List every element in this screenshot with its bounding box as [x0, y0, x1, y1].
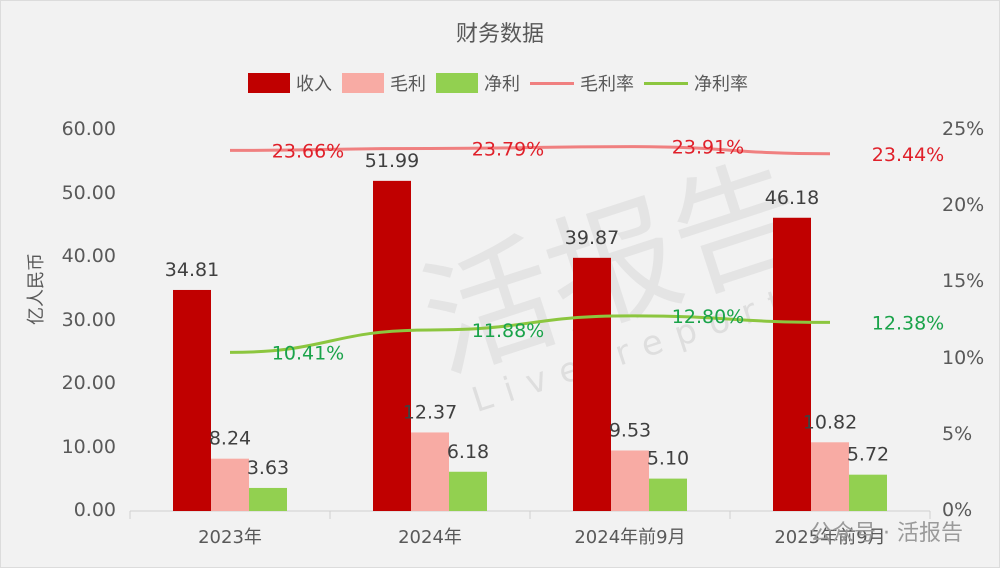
bar-value-label: 9.53 [609, 419, 651, 441]
bar-1-3 [811, 442, 849, 511]
bar-1-1 [411, 432, 449, 511]
bar-value-label: 5.10 [647, 448, 689, 470]
bar-value-label: 12.37 [403, 401, 457, 423]
y-tick-left: 50.00 [61, 181, 116, 204]
bar-2-0 [249, 487, 287, 511]
bar-value-label: 6.18 [447, 441, 489, 463]
bar-value-label: 39.87 [565, 227, 619, 249]
y-tick-left: 60.00 [61, 118, 116, 140]
bar-2-2 [649, 478, 687, 511]
bar-value-label: 51.99 [365, 150, 419, 172]
x-tick-label: 2024年 [398, 527, 462, 548]
bar-value-label: 46.18 [765, 187, 819, 209]
line-value-label: 23.44% [872, 144, 944, 166]
legend-swatch-net-profit [436, 73, 478, 93]
legend-item-net-margin: 净利率 [644, 70, 748, 96]
legend-swatch-gross-margin [530, 81, 574, 85]
y-tick-right: 5% [942, 422, 973, 445]
legend-item-revenue: 收入 [248, 70, 332, 96]
chart-title: 财务数据 [455, 22, 544, 47]
y-tick-right: 0% [942, 499, 973, 521]
legend-item-gross-margin: 毛利率 [530, 70, 634, 96]
bar-value-label: 10.82 [803, 411, 857, 433]
legend-label: 净利 [484, 74, 520, 95]
y-tick-right: 25% [942, 118, 985, 140]
bar-1-2 [611, 450, 649, 511]
y-tick-left: 10.00 [61, 435, 116, 458]
y-tick-left: 40.00 [61, 245, 116, 267]
line-value-label: 12.80% [672, 306, 744, 328]
line-series-0 [229, 145, 831, 156]
legend-label: 净利率 [694, 74, 748, 95]
bar-value-label: 3.63 [247, 457, 289, 479]
bar-0-1 [373, 180, 411, 511]
legend-swatch-revenue [248, 73, 290, 93]
bar-1-0 [211, 458, 249, 511]
x-tick-label: 2023年 [198, 527, 262, 548]
line-value-label: 12.38% [872, 312, 944, 334]
line-value-label: 23.79% [472, 138, 544, 160]
bar-value-label: 5.72 [847, 444, 889, 466]
line-value-label: 10.41% [272, 342, 344, 364]
bar-0-3 [773, 217, 811, 511]
bar-0-0 [173, 289, 211, 511]
bar-0-2 [573, 257, 611, 511]
legend-item-gross-profit: 毛利 [342, 70, 426, 96]
line-value-label: 11.88% [472, 320, 544, 342]
chart-legend: 收入 毛利 净利 毛利率 净利率 [0, 70, 1000, 96]
y-tick-left: 30.00 [61, 308, 116, 331]
x-tick-label: 2025年前9月 [774, 527, 886, 548]
bar-value-label: 34.81 [165, 259, 219, 281]
line-value-label: 23.66% [272, 140, 344, 162]
legend-label: 收入 [296, 74, 332, 95]
legend-swatch-gross-profit [342, 73, 384, 93]
bar-2-1 [449, 471, 487, 511]
x-tick-label: 2024年前9月 [574, 527, 686, 548]
bar-2-3 [849, 474, 887, 511]
line-value-label: 23.91% [672, 137, 744, 159]
y-tick-right: 10% [942, 346, 985, 369]
legend-item-net-profit: 净利 [436, 70, 520, 96]
bar-value-label: 8.24 [209, 428, 251, 450]
y-tick-left: 20.00 [61, 372, 116, 394]
y-tick-left: 0.00 [73, 499, 116, 521]
watermark: 公众号 · 活报告 [810, 521, 963, 546]
y-tick-right: 20% [942, 194, 985, 217]
legend-label: 毛利率 [580, 74, 634, 95]
legend-swatch-net-margin [644, 81, 688, 85]
legend-label: 毛利 [390, 74, 426, 95]
y-tick-right: 15% [942, 270, 985, 293]
line-series-1 [229, 314, 831, 354]
